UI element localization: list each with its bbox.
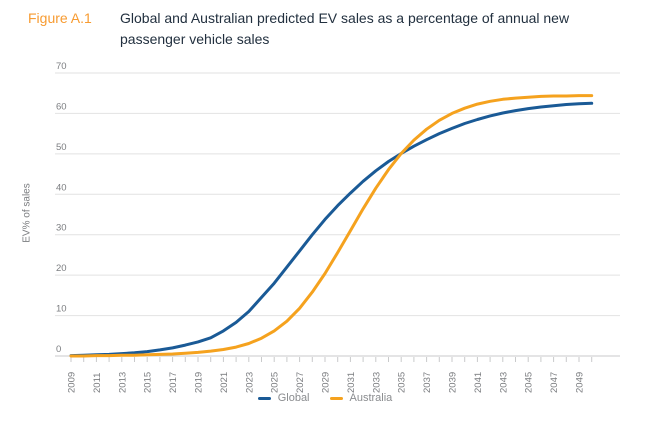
y-tick-label-70: 70 xyxy=(56,61,67,72)
legend: Global Australia xyxy=(0,392,650,404)
x-tick-label-2029: 2029 xyxy=(321,372,332,393)
x-tick-label-2023: 2023 xyxy=(244,372,255,393)
figure-title-line-2: passenger vehicle sales xyxy=(120,31,270,47)
legend-item-australia: Australia xyxy=(329,392,393,404)
x-tick-label-2015: 2015 xyxy=(143,372,154,393)
x-tick-label-2025: 2025 xyxy=(270,372,281,393)
legend-marker-global xyxy=(257,396,271,400)
figure-title-line-1: Global and Australian predicted EV sales… xyxy=(120,10,570,26)
figure-title: Global and Australian predicted EV sales… xyxy=(120,8,569,50)
x-tick-label-2021: 2021 xyxy=(219,372,230,393)
x-tick-label-2017: 2017 xyxy=(168,372,179,393)
y-tick-label-30: 30 xyxy=(56,223,67,234)
series-line-global xyxy=(69,101,594,358)
x-tick-label-2037: 2037 xyxy=(422,372,433,393)
x-tick-label-2039: 2039 xyxy=(448,372,459,393)
y-tick-label-0: 0 xyxy=(56,344,61,355)
y-tick-label-60: 60 xyxy=(56,101,67,112)
figure-label: Figure A.1 xyxy=(28,10,92,26)
legend-item-global: Global xyxy=(257,392,310,404)
x-tick-label-2035: 2035 xyxy=(397,372,408,393)
series-line-australia xyxy=(69,94,594,358)
x-tick-label-2041: 2041 xyxy=(473,372,484,393)
y-tick-label-20: 20 xyxy=(56,263,67,274)
x-tick-label-2031: 2031 xyxy=(346,372,357,393)
x-tick-label-2049: 2049 xyxy=(575,372,586,393)
x-tick-label-2011: 2011 xyxy=(92,373,103,393)
x-tick-label-2019: 2019 xyxy=(194,372,205,393)
legend-marker-australia xyxy=(329,396,343,400)
x-tick-label-2033: 2033 xyxy=(371,372,382,393)
legend-label-australia: Australia xyxy=(349,392,393,404)
x-tick-label-2045: 2045 xyxy=(524,372,535,393)
x-tick-label-2027: 2027 xyxy=(295,372,306,393)
legend-label-global: Global xyxy=(277,392,310,404)
x-tick-label-2009: 2009 xyxy=(67,372,78,393)
x-tick-label-2043: 2043 xyxy=(498,372,509,393)
x-tick-label-2047: 2047 xyxy=(549,372,560,393)
x-tick-label-2013: 2013 xyxy=(117,372,128,393)
y-tick-label-40: 40 xyxy=(56,182,67,193)
y-tick-label-10: 10 xyxy=(56,304,67,315)
y-tick-label-50: 50 xyxy=(56,142,67,153)
